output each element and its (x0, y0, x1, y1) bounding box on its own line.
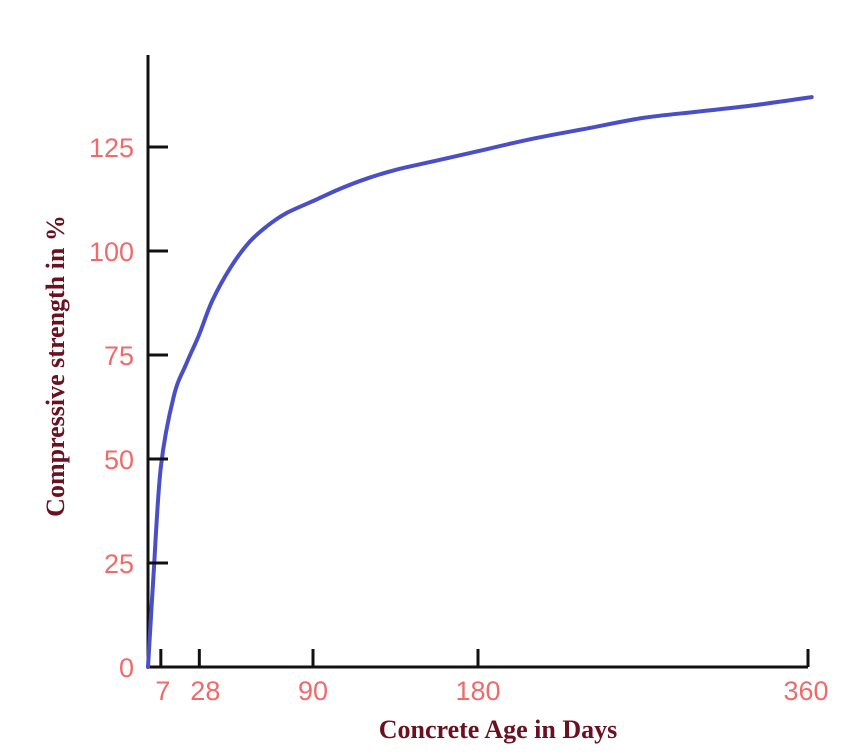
strength-curve (146, 95, 814, 669)
y-tick-label-50: 50 (104, 445, 134, 475)
x-tick-label-360: 360 (783, 676, 828, 706)
ticks (148, 145, 810, 667)
y-tick-label-100: 100 (89, 237, 134, 267)
curve-layer (146, 95, 814, 669)
y-tick-label-0: 0 (119, 653, 134, 683)
y-tick-label-75: 75 (104, 341, 134, 371)
y-axis-title: Compressive strength in % (41, 215, 70, 517)
x-tick-label-7: 7 (155, 676, 170, 706)
y-tick-label-125: 125 (89, 133, 134, 163)
x-tick-label-180: 180 (455, 676, 500, 706)
x-tick-label-28: 28 (190, 676, 220, 706)
tick-labels: 0 25 50 75 100 125 7 28 90 180 360 (89, 133, 829, 706)
x-tick-label-90: 90 (298, 676, 328, 706)
axes (146, 55, 808, 669)
y-tick-label-25: 25 (104, 549, 134, 579)
x-axis-title: Concrete Age in Days (379, 715, 618, 744)
